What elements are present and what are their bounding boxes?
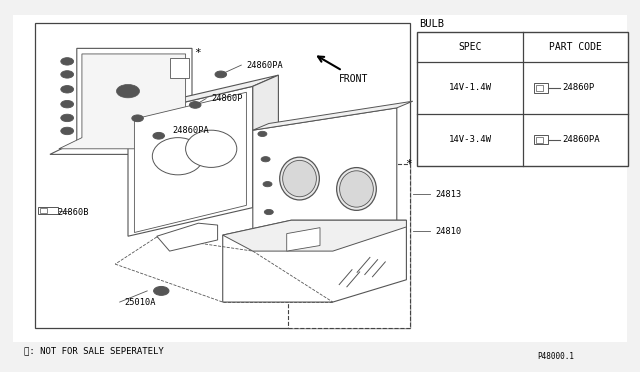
Ellipse shape	[280, 157, 319, 200]
Circle shape	[116, 84, 140, 98]
Bar	[40, 208, 47, 213]
Text: 24860P: 24860P	[211, 94, 243, 103]
Circle shape	[258, 131, 267, 137]
Polygon shape	[253, 101, 413, 130]
Text: 24860PA: 24860PA	[246, 61, 283, 70]
Circle shape	[264, 209, 273, 215]
Polygon shape	[35, 23, 410, 328]
Ellipse shape	[340, 171, 373, 207]
Text: *: *	[194, 48, 200, 58]
Text: FRONT: FRONT	[339, 74, 369, 84]
Text: 25010A: 25010A	[125, 298, 156, 307]
Circle shape	[61, 100, 74, 108]
Bar	[417, 32, 628, 166]
Circle shape	[61, 86, 74, 93]
Text: 24813: 24813	[435, 190, 461, 199]
Text: SPEC: SPEC	[458, 42, 482, 52]
Text: P48000.1: P48000.1	[538, 352, 575, 361]
Polygon shape	[288, 164, 410, 328]
Text: 14V-3.4W: 14V-3.4W	[449, 135, 492, 144]
Circle shape	[61, 58, 74, 65]
Bar	[534, 83, 548, 93]
Circle shape	[261, 157, 270, 162]
Text: *: *	[405, 160, 412, 169]
Circle shape	[157, 289, 165, 293]
Ellipse shape	[283, 160, 316, 197]
Circle shape	[61, 71, 74, 78]
Bar	[536, 85, 543, 91]
Ellipse shape	[186, 130, 237, 167]
Ellipse shape	[337, 167, 376, 211]
Polygon shape	[253, 108, 397, 251]
Bar	[13, 15, 627, 342]
Polygon shape	[223, 220, 406, 251]
Ellipse shape	[152, 138, 204, 175]
Polygon shape	[59, 54, 186, 149]
Polygon shape	[134, 92, 246, 232]
Circle shape	[189, 102, 201, 108]
Polygon shape	[128, 86, 253, 236]
Polygon shape	[157, 223, 218, 251]
Bar	[38, 207, 58, 214]
Text: PART CODE: PART CODE	[549, 42, 602, 52]
Circle shape	[263, 182, 272, 187]
Polygon shape	[253, 75, 278, 208]
Polygon shape	[287, 228, 320, 251]
Circle shape	[153, 132, 164, 139]
Circle shape	[61, 114, 74, 122]
Bar	[170, 58, 189, 78]
Polygon shape	[128, 75, 278, 115]
Text: 14V-1.4W: 14V-1.4W	[449, 83, 492, 92]
Bar	[534, 135, 548, 144]
Text: 24860P: 24860P	[562, 83, 594, 92]
Text: 24810: 24810	[435, 227, 461, 236]
Circle shape	[154, 286, 169, 295]
Text: BULB: BULB	[419, 19, 444, 29]
Bar	[536, 137, 543, 142]
Text: 24860PA: 24860PA	[173, 126, 209, 135]
Text: 24860PA: 24860PA	[562, 135, 600, 144]
Circle shape	[61, 127, 74, 135]
Text: 24860B: 24860B	[58, 208, 89, 217]
Polygon shape	[223, 220, 406, 302]
Circle shape	[132, 115, 143, 122]
Circle shape	[215, 71, 227, 78]
Polygon shape	[50, 48, 192, 154]
Text: ※: NOT FOR SALE SEPERATELY: ※: NOT FOR SALE SEPERATELY	[24, 346, 164, 355]
